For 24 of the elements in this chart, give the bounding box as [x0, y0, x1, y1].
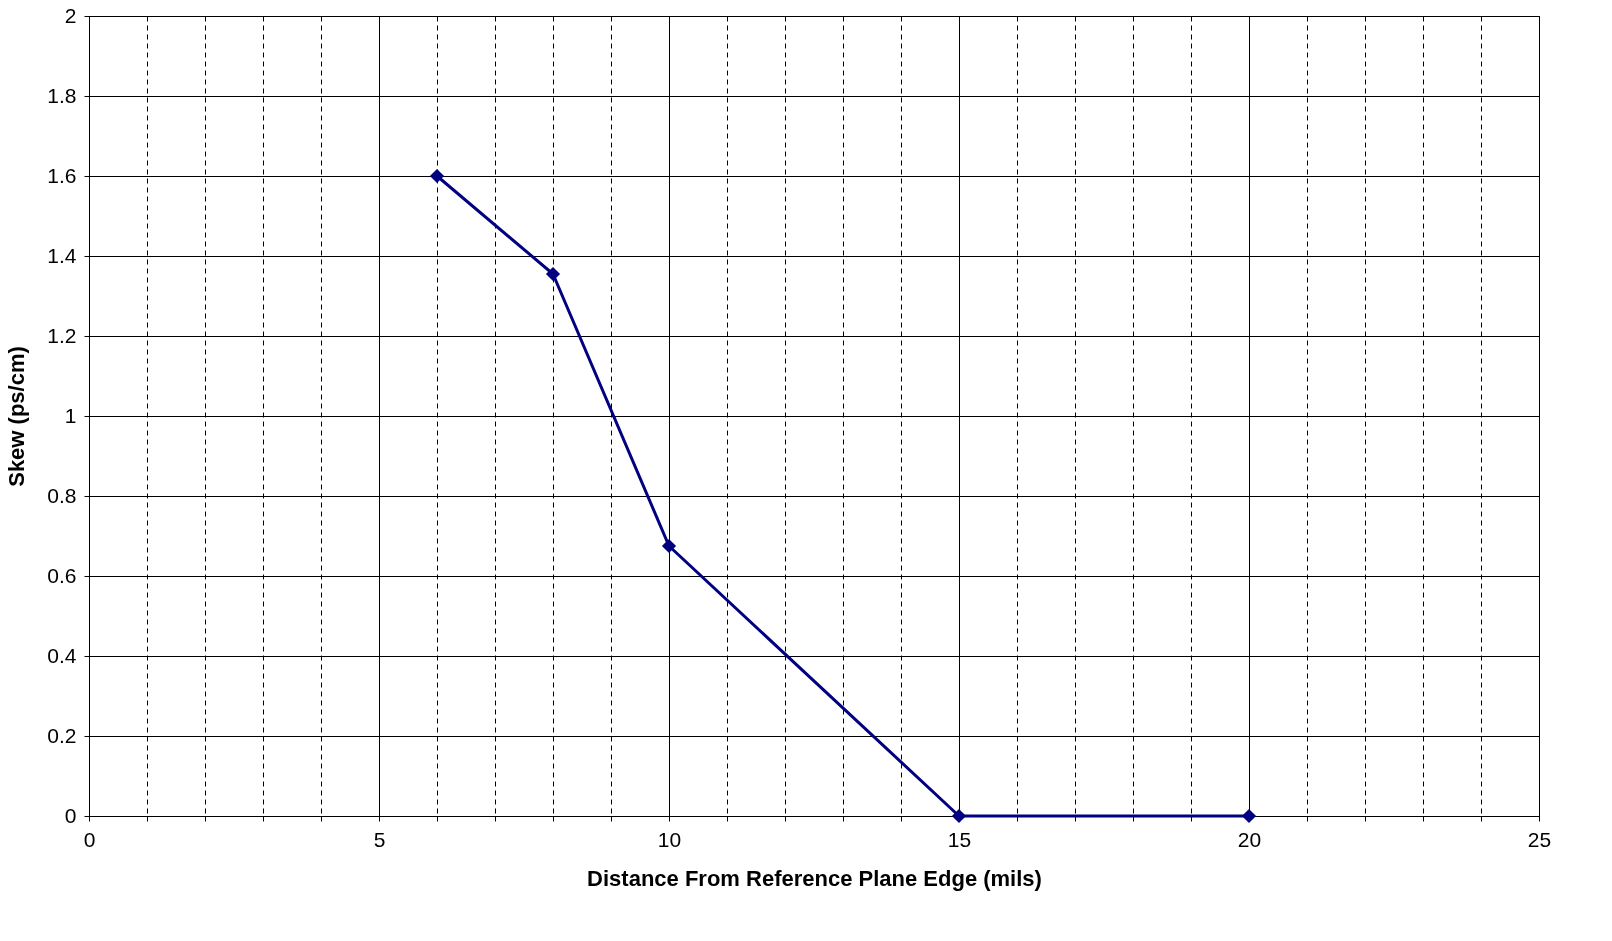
- x-tick-label: 20: [1237, 827, 1262, 851]
- point: [661, 538, 677, 554]
- x-tick-label: 0: [83, 827, 96, 851]
- x-tick-label: 15: [947, 827, 972, 851]
- x-tick-label: 10: [657, 827, 682, 851]
- y-tick-label: 0.2: [47, 723, 77, 747]
- y-tick-label: 0.4: [47, 643, 77, 667]
- point: [545, 266, 561, 282]
- point: [1241, 808, 1257, 824]
- y-tick-label: 0.8: [47, 483, 77, 507]
- x-tick-label: 5: [373, 827, 386, 851]
- point: [429, 168, 445, 184]
- x-tick-label: 25: [1527, 827, 1552, 851]
- y-tick-label: 1: [64, 403, 77, 427]
- y-tick-label: 0.6: [47, 563, 77, 587]
- y-tick-label: 1.8: [47, 83, 77, 107]
- point: [951, 808, 967, 824]
- y-tick-label: 1.2: [47, 323, 77, 347]
- x-axis-title: Distance From Reference Plane Edge (mils): [587, 865, 1042, 891]
- y-axis-title: Skew (ps/cm): [4, 346, 30, 487]
- y-tick-label: 0: [64, 803, 77, 827]
- y-tick-label: 1.4: [47, 243, 77, 267]
- y-tick-label: 1.6: [47, 163, 77, 187]
- y-tick-label: 2: [64, 3, 77, 27]
